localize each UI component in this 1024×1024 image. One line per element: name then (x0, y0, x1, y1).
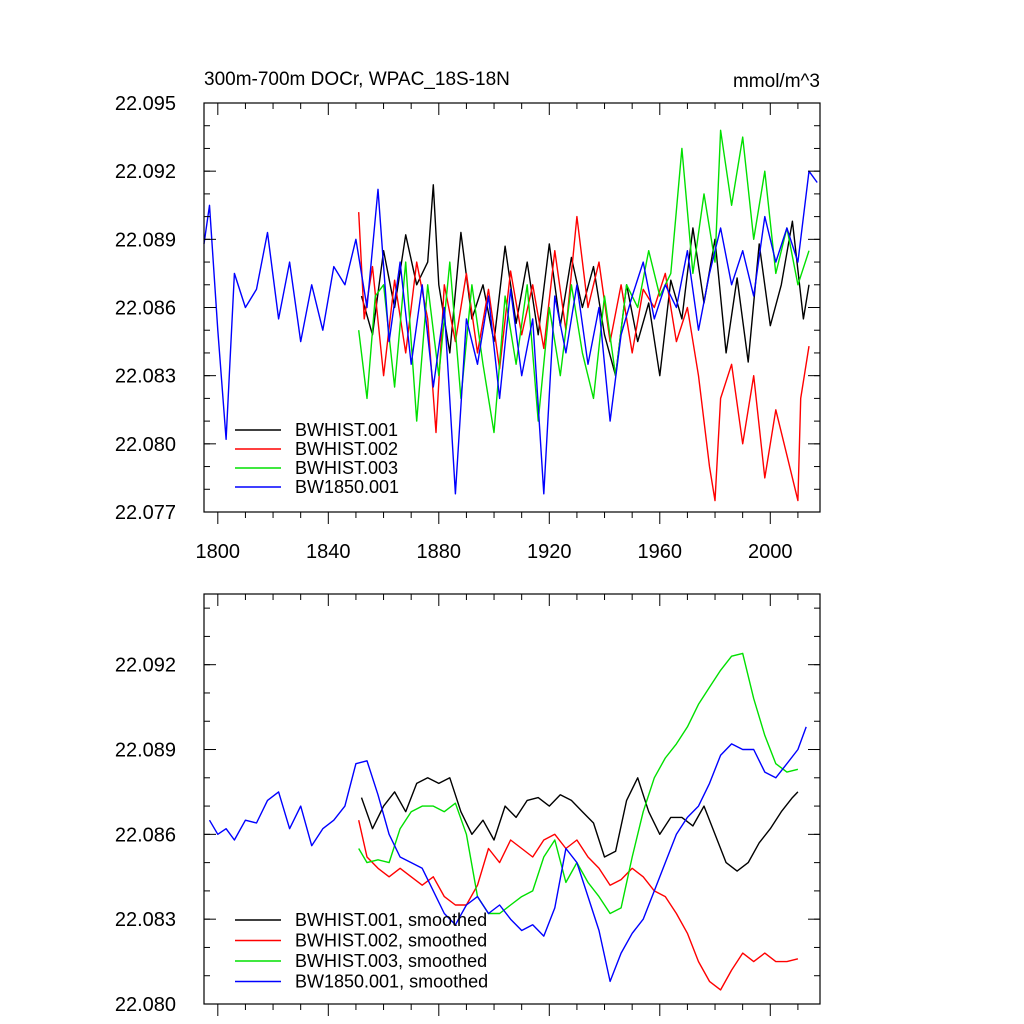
series-line-top-3 (203, 170, 818, 495)
top-x-axis: 1800 1840 1880 1920 1960 2000 (196, 103, 799, 563)
series-line-bottom-3 (208, 726, 807, 983)
bottom-plot-frame (203, 593, 821, 1005)
top-plot-frame (203, 102, 821, 513)
legend-label: BWHIST.001 (295, 420, 398, 440)
bottom-panel: 22.080 22.083 22.086 22.089 22.092 BWHIST.00… (115, 593, 821, 1016)
top-series-layer (203, 129, 818, 502)
x-tick-label: 1960 (638, 541, 683, 563)
y-tick-label: 22.089 (115, 740, 176, 762)
y-tick-label: 22.095 (115, 93, 176, 115)
legend-label: BWHIST.001, smoothed (295, 910, 487, 930)
x-tick-label: 1840 (306, 541, 351, 563)
legend-label: BWHIST.002 (295, 439, 398, 459)
top-panel-units: mmol/m^3 (733, 71, 820, 92)
legend-label: BW1850.001 (295, 477, 399, 497)
series-line-top-0 (360, 184, 810, 377)
y-tick-label: 22.077 (115, 502, 176, 524)
legend-label: BWHIST.002, smoothed (295, 931, 487, 951)
top-panel-title: 300m-700m DOCr, WPAC_18S-18N (204, 69, 510, 90)
legend-label: BW1850.001, smoothed (295, 972, 488, 992)
y-tick-label: 22.083 (115, 909, 176, 931)
y-tick-label: 22.080 (115, 434, 176, 456)
bottom-y-axis: 22.080 22.083 22.086 22.089 22.092 (115, 607, 820, 1016)
y-tick-label: 22.086 (115, 824, 176, 846)
x-tick-label: 1920 (527, 541, 572, 563)
series-line-bottom-1 (358, 820, 799, 991)
y-tick-label: 22.089 (115, 229, 176, 251)
top-panel: 300m-700m DOCr, WPAC_18S-18N mmol/m^3 22… (115, 69, 821, 563)
top-y-axis: 22.077 22.080 22.083 22.086 22.089 22.092 22.0… (115, 93, 820, 524)
series-line-bottom-0 (360, 777, 799, 872)
series-line-top-2 (358, 129, 810, 434)
y-tick-label: 22.083 (115, 366, 176, 388)
y-tick-label: 22.080 (115, 994, 176, 1016)
bottom-series-layer (208, 652, 807, 991)
legend-label: BWHIST.003 (295, 458, 398, 478)
x-tick-label: 2000 (748, 541, 793, 563)
x-tick-label: 1800 (196, 541, 241, 563)
bottom-x-axis (217, 594, 799, 1016)
y-tick-label: 22.086 (115, 298, 176, 320)
x-tick-label: 1880 (417, 541, 462, 563)
y-tick-label: 22.092 (115, 161, 176, 183)
y-tick-label: 22.092 (115, 655, 176, 677)
legend-label: BWHIST.003, smoothed (295, 951, 487, 971)
